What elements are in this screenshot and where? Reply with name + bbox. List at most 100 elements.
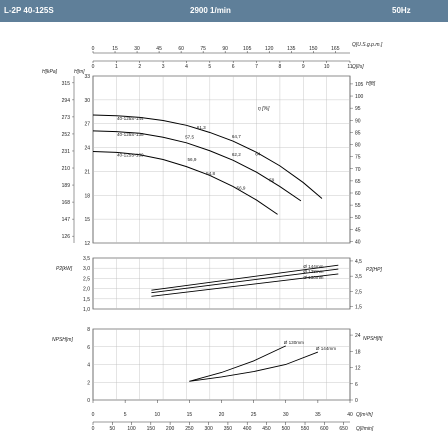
- head-ft-tick-label: 65: [355, 179, 361, 185]
- npsh-m-tick-label: 6: [87, 345, 90, 351]
- m3h-tick-label: 10: [154, 412, 160, 418]
- power-curve-label: Ø 138mm: [303, 269, 323, 274]
- m3h-tick-label: 30: [283, 412, 289, 418]
- ls-axis-title: Q[l/s]: [352, 64, 364, 70]
- m3h-tick-label: 25: [251, 412, 257, 418]
- power-curve-2: [151, 273, 339, 297]
- usgpm-tick-label: 30: [134, 46, 140, 52]
- header-bar: L-2P 40-125S 2900 1/min 50Hz: [0, 0, 448, 22]
- ls-tick-label: 10: [324, 64, 330, 70]
- power-hp-tick-label: 1,5: [355, 305, 362, 311]
- ls-tick-label: 4: [185, 64, 188, 70]
- lmin-tick-label: 650: [339, 426, 348, 432]
- head-ft-tick-label: 40: [355, 239, 361, 245]
- power-hp-tick-label: 3,5: [355, 274, 362, 280]
- lmin-tick-label: 0: [92, 426, 95, 432]
- power-curve-0: [151, 264, 339, 291]
- lmin-tick-label: 550: [301, 426, 310, 432]
- head-m-tick-label: 27: [84, 122, 90, 128]
- head-ft-tick-label: 95: [355, 106, 361, 112]
- usgpm-tick-label: 135: [287, 46, 296, 52]
- npsh-ft-tick-label: 24: [355, 333, 361, 339]
- efficiency-label: 57,5: [185, 135, 194, 140]
- ls-tick-label: 11: [347, 64, 352, 70]
- npsh-m-axis-title: NPSH[m]: [52, 337, 73, 343]
- head-ft-tick-label: 50: [355, 215, 361, 221]
- lmin-tick-label: 450: [262, 426, 271, 432]
- m3h-tick-label: 0: [92, 412, 95, 418]
- efficiency-label: 56,9: [187, 157, 196, 162]
- m3h-tick-label: 20: [219, 412, 225, 418]
- usgpm-tick-label: 15: [112, 46, 118, 52]
- npsh-curve-label: Ø 130mm: [284, 340, 304, 345]
- npsh-m-tick-label: 0: [87, 398, 90, 404]
- efficiency-label: 54,8: [206, 171, 215, 176]
- head-kpa-tick-label: 210: [62, 166, 71, 172]
- power-curve-label: Ø 130mm: [303, 275, 323, 280]
- head-plot-frame: [92, 75, 351, 244]
- head-ft-tick-label: 80: [355, 143, 361, 149]
- head-kpa-tick-label: 189: [62, 183, 71, 189]
- power-kw-tick-label: 1,0: [83, 307, 90, 313]
- power-curve-label: Ø 144mm: [303, 264, 323, 269]
- head-kpa-tick-label: 252: [62, 132, 71, 138]
- head-m-tick-label: 33: [84, 74, 90, 80]
- head-ft-tick-label: 90: [355, 118, 361, 124]
- head-curve-label: 40-125S-138: [117, 132, 144, 137]
- head-kpa-tick-label: 147: [62, 217, 71, 223]
- usgpm-tick-label: 120: [265, 46, 274, 52]
- power-curve-1: [151, 268, 339, 294]
- head-kpa-tick-label: 273: [62, 115, 71, 121]
- npsh-ft-axis-title: NPSH[ft]: [363, 336, 383, 342]
- head-curve-label: 40-125S-144: [117, 116, 144, 121]
- m3h-tick-label: 15: [187, 412, 193, 418]
- power-kw-tick-label: 2,5: [83, 276, 90, 282]
- usgpm-tick-label: 105: [243, 46, 252, 52]
- speed-label: 2900 1/min: [190, 6, 231, 15]
- ls-tick-label: 3: [162, 64, 165, 70]
- ls-tick-label: 2: [138, 64, 141, 70]
- efficiency-label: 61,3: [197, 125, 206, 130]
- npsh-ft-tick-label: 18: [355, 349, 361, 355]
- lmin-tick-label: 150: [147, 426, 156, 432]
- usgpm-tick-label: 75: [200, 46, 206, 52]
- head-curve-0: [92, 114, 323, 199]
- ls-tick-label: 5: [208, 64, 211, 70]
- head-ft-tick-label: 105: [355, 82, 364, 88]
- usgpm-tick-label: 90: [222, 46, 228, 52]
- npsh-ft-tick-label: 0: [355, 398, 358, 404]
- head-kpa-tick-label: 126: [62, 234, 71, 240]
- npsh-curve-label: Ø 144mm: [316, 346, 336, 351]
- head-kpa-tick-label: 231: [62, 149, 71, 155]
- ls-tick-label: 1: [115, 64, 118, 70]
- ls-tick-label: 9: [302, 64, 305, 70]
- head-curve-label: 40-125S-130: [117, 153, 144, 158]
- power-hp-tick-label: 2,5: [355, 289, 362, 295]
- head-ft-tick-label: 60: [355, 191, 361, 197]
- head-m-tick-label: 21: [84, 169, 90, 175]
- npsh-m-tick-label: 4: [87, 363, 90, 369]
- lmin-axis-title: Q[l/min]: [356, 426, 374, 432]
- npsh-curve-1: [189, 351, 319, 382]
- efficiency-label: 64: [255, 151, 261, 156]
- pump-performance-chart: 0 15 30 45 60 75 90 105 120 135 150 165Q[U.S.g.p.m.…: [42, 42, 383, 432]
- usgpm-axis-title: Q[U.S.g.p.m.]: [352, 42, 383, 48]
- lmin-tick-label: 600: [320, 426, 329, 432]
- head-kpa-tick-label: 315: [62, 81, 71, 87]
- head-kpa-tick-label: 168: [62, 200, 71, 206]
- head-curve-2: [92, 151, 278, 215]
- npsh-m-tick-label: 8: [87, 327, 90, 333]
- model-label: L-2P 40-125S: [4, 6, 54, 15]
- lmin-tick-label: 50: [109, 426, 115, 432]
- ls-tick-label: 8: [279, 64, 282, 70]
- head-kpa-axis-title: H[kPa]: [42, 69, 58, 75]
- head-kpa-tick-label: 294: [62, 98, 71, 104]
- head-ft-tick-label: 70: [355, 167, 361, 173]
- head-ft-tick-label: 85: [355, 130, 361, 136]
- power-hp-tick-label: 4,5: [355, 259, 362, 265]
- head-m-tick-label: 30: [84, 98, 90, 104]
- usgpm-tick-label: 60: [178, 46, 184, 52]
- head-ft-tick-label: 55: [355, 203, 361, 209]
- head-ft-tick-label: 100: [355, 94, 364, 100]
- power-kw-tick-label: 3,5: [83, 256, 90, 262]
